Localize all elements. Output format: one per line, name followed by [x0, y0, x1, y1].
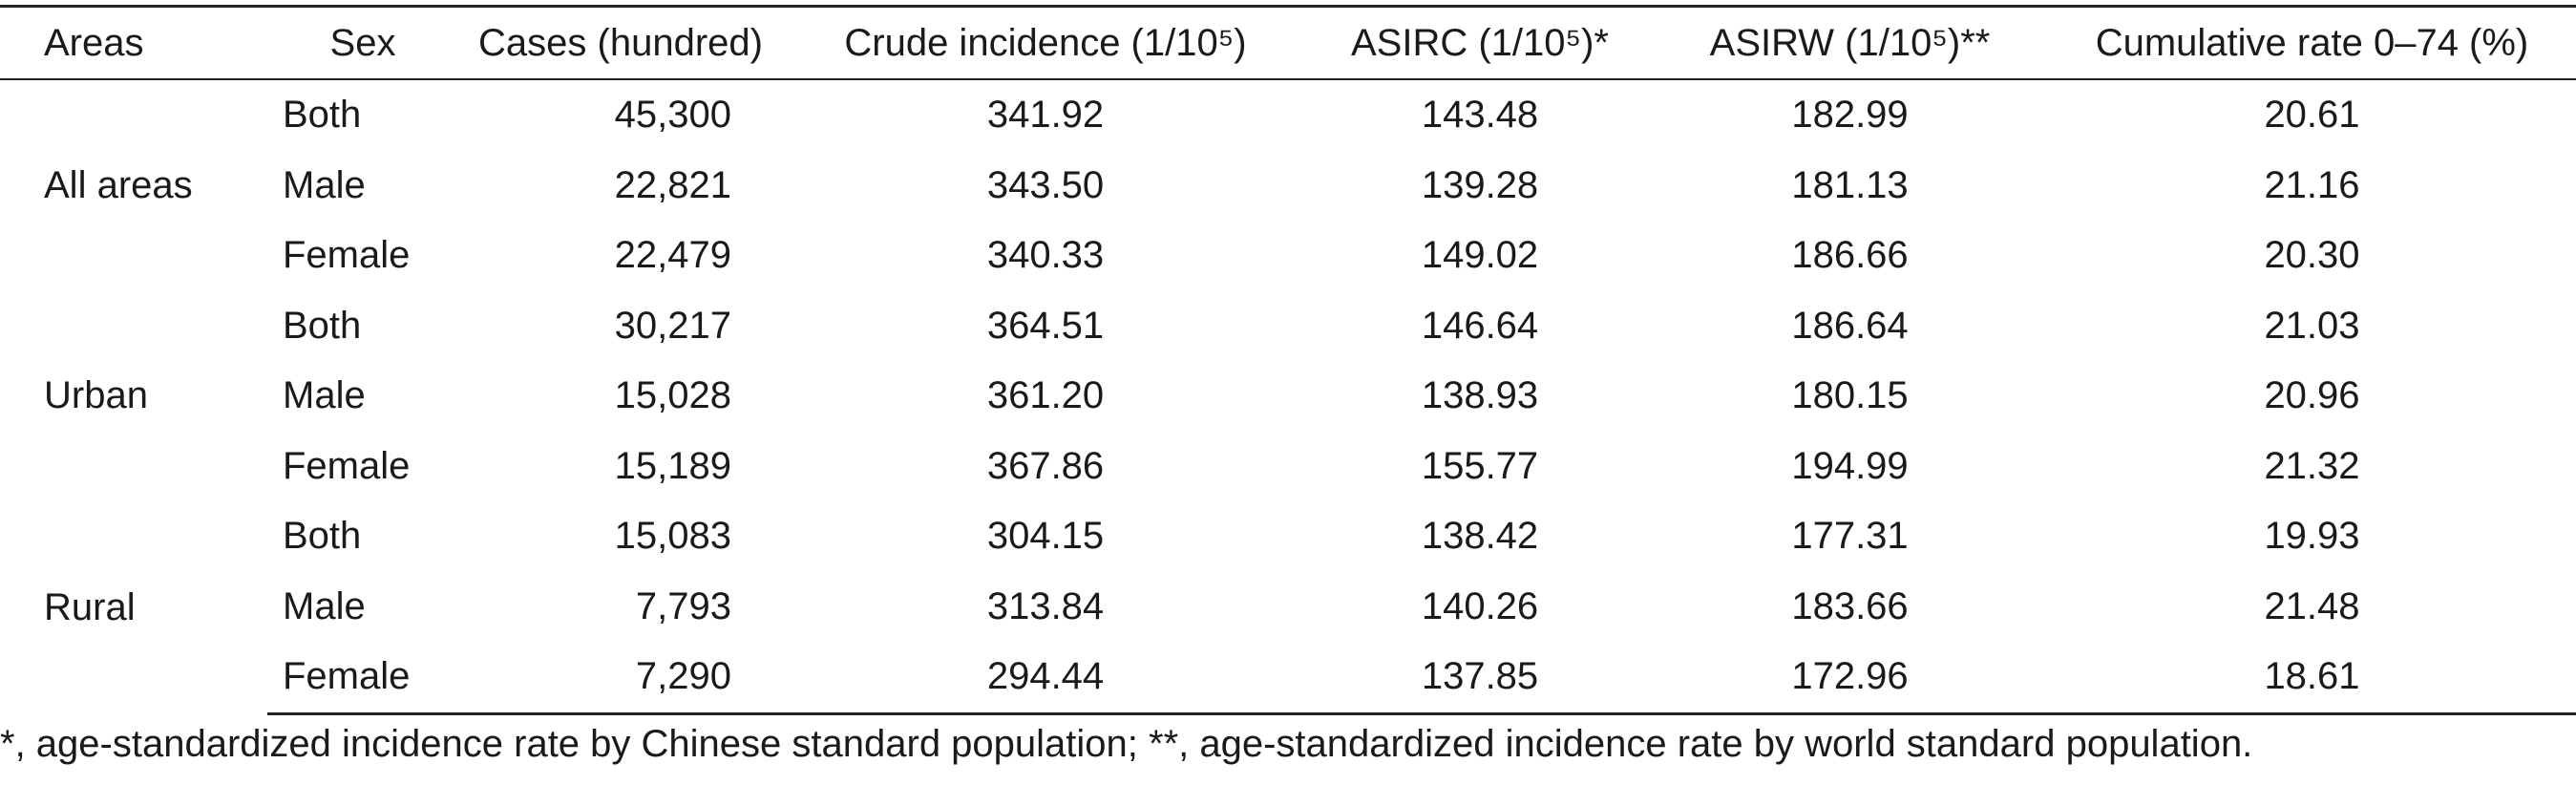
- column-header: Sex: [267, 5, 458, 80]
- value-cell: 138.93: [1421, 374, 1539, 417]
- sex-cell: Female: [283, 234, 411, 277]
- table-row: Rural Both 15,083 304.15 138.42 177.31 19.93: [0, 501, 2576, 627]
- sex-cell: Both: [283, 304, 362, 347]
- column-header: Crude incidence (1/10⁵): [783, 5, 1308, 80]
- table-body: All areas Both 45,300 341.92 143.48 182.99 20.…: [0, 79, 2576, 715]
- table-row: Male 22,821 343.50 139.28 181.13 21.16: [0, 151, 2576, 222]
- value-cell: 22,479: [614, 234, 731, 277]
- value-cell: 340.33: [986, 234, 1105, 277]
- table-row: All areas Both 45,300 341.92 143.48 182.99 20.…: [0, 79, 2576, 206]
- value-cell: 138.42: [1421, 515, 1539, 558]
- value-cell: 7,793: [635, 584, 731, 627]
- value-cell: 177.31: [1791, 515, 1909, 558]
- column-header: Areas: [0, 5, 267, 80]
- value-cell: 21.48: [2264, 584, 2360, 627]
- footnote: *, age-standardized incidence rate by Ch…: [0, 723, 2253, 765]
- value-cell: 21.32: [2264, 444, 2360, 487]
- value-cell: 367.86: [986, 444, 1105, 487]
- area-cell: Rural: [44, 585, 136, 628]
- sex-cell: Both: [283, 515, 362, 558]
- area-cell: Urban: [44, 374, 148, 417]
- value-cell: 294.44: [783, 642, 1308, 715]
- table-row: Female 7,290 294.44 137.85 172.96 18.61: [0, 642, 2576, 715]
- value-cell: 15,083: [614, 515, 731, 558]
- value-cell: 45,300: [614, 94, 731, 137]
- value-cell: 181.13: [1791, 163, 1909, 206]
- value-cell: 149.02: [1421, 234, 1539, 277]
- value-cell: 20.30: [2264, 234, 2360, 277]
- value-cell: 30,217: [614, 304, 731, 347]
- value-cell: 20.61: [2264, 94, 2360, 137]
- sex-cell: Male: [283, 163, 366, 206]
- value-cell: 186.64: [1791, 304, 1909, 347]
- value-cell: 137.85: [1308, 642, 1652, 715]
- sex-cell: Male: [283, 584, 366, 627]
- table-row: Female 22,479 340.33 149.02 186.66 20.30: [0, 221, 2576, 291]
- value-cell: 183.66: [1791, 584, 1909, 627]
- value-cell: 361.20: [986, 374, 1105, 417]
- table-row: Female 15,189 367.86 155.77 194.99 21.32: [0, 432, 2576, 502]
- value-cell: 364.51: [986, 304, 1105, 347]
- header-row: Areas Sex Cases (hundred) Crude incidence (…: [0, 5, 2576, 80]
- value-cell: 15,028: [614, 374, 731, 417]
- table-row: Urban Both 30,217 364.51 146.64 186.64 21.03: [0, 291, 2576, 417]
- sex-cell: Male: [283, 374, 366, 417]
- column-header: Cases (hundred): [458, 5, 783, 80]
- page: Areas Sex Cases (hundred) Crude incidence (…: [0, 5, 2576, 785]
- column-header: ASIRC (1/10⁵)*: [1308, 5, 1652, 80]
- value-cell: 194.99: [1791, 444, 1909, 487]
- value-cell: 7,290: [458, 642, 783, 715]
- value-cell: 343.50: [986, 163, 1105, 206]
- value-cell: 313.84: [986, 584, 1105, 627]
- value-cell: 143.48: [1421, 94, 1539, 137]
- value-cell: 15,189: [614, 444, 731, 487]
- column-header: ASIRW (1/10⁵)**: [1652, 5, 2048, 80]
- value-cell: 172.96: [1652, 642, 2048, 715]
- value-cell: 22,821: [614, 163, 731, 206]
- sex-cell: Both: [283, 94, 362, 137]
- value-cell: 186.66: [1791, 234, 1909, 277]
- value-cell: 18.61: [2048, 642, 2576, 715]
- table-row: Male 15,028 361.20 138.93 180.15 20.96: [0, 361, 2576, 432]
- table-row: Male 7,793 313.84 140.26 183.66 21.48: [0, 572, 2576, 643]
- column-header: Cumulative rate 0–74 (%): [2048, 5, 2576, 80]
- value-cell: 304.15: [986, 515, 1105, 558]
- value-cell: 180.15: [1791, 374, 1909, 417]
- value-cell: 20.96: [2264, 374, 2360, 417]
- value-cell: 140.26: [1421, 584, 1539, 627]
- value-cell: 21.16: [2264, 163, 2360, 206]
- value-cell: 21.03: [2264, 304, 2360, 347]
- data-table: Areas Sex Cases (hundred) Crude incidence (…: [0, 5, 2576, 715]
- area-cell: All areas: [44, 163, 193, 206]
- sex-cell: Female: [267, 642, 458, 715]
- sex-cell: Female: [283, 444, 411, 487]
- value-cell: 19.93: [2264, 515, 2360, 558]
- value-cell: 146.64: [1421, 304, 1539, 347]
- value-cell: 182.99: [1791, 94, 1909, 137]
- value-cell: 341.92: [986, 94, 1105, 137]
- value-cell: 155.77: [1421, 444, 1539, 487]
- value-cell: 139.28: [1421, 163, 1539, 206]
